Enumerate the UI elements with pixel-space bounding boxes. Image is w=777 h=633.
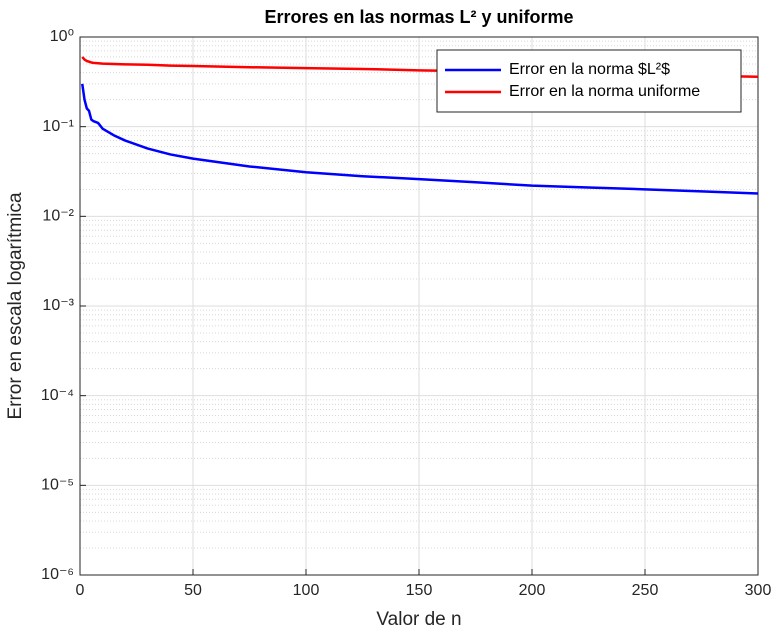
y-tick-label: 10⁻⁴ bbox=[41, 387, 74, 404]
legend-label: Error en la norma $L²$ bbox=[509, 61, 670, 78]
x-tick-label: 50 bbox=[184, 582, 202, 599]
x-tick-label: 0 bbox=[76, 582, 85, 599]
x-axis-label: Valor de n bbox=[376, 609, 461, 630]
legend-label: Error en la norma uniforme bbox=[509, 83, 700, 100]
data-line bbox=[81, 83, 759, 195]
y-tick-label: 10⁻² bbox=[42, 208, 74, 225]
plot-frame bbox=[79, 36, 759, 576]
legend-box bbox=[436, 49, 742, 113]
y-tick-label: 10⁻¹ bbox=[42, 118, 74, 135]
x-tick-label: 250 bbox=[632, 582, 659, 599]
y-axis-label: Error en escala logarítmica bbox=[5, 192, 26, 419]
y-tick-label: 10⁻⁶ bbox=[41, 566, 74, 583]
y-tick-label: 10⁰ bbox=[50, 28, 74, 45]
y-tick-label: 10⁻⁵ bbox=[41, 477, 74, 494]
x-tick-label: 100 bbox=[293, 582, 320, 599]
x-tick-label: 150 bbox=[406, 582, 433, 599]
x-tick-label: 300 bbox=[745, 582, 772, 599]
x-tick-label: 200 bbox=[519, 582, 546, 599]
chart-title: Errores en las normas L² y uniforme bbox=[264, 7, 573, 27]
y-tick-label: 10⁻³ bbox=[42, 297, 74, 314]
